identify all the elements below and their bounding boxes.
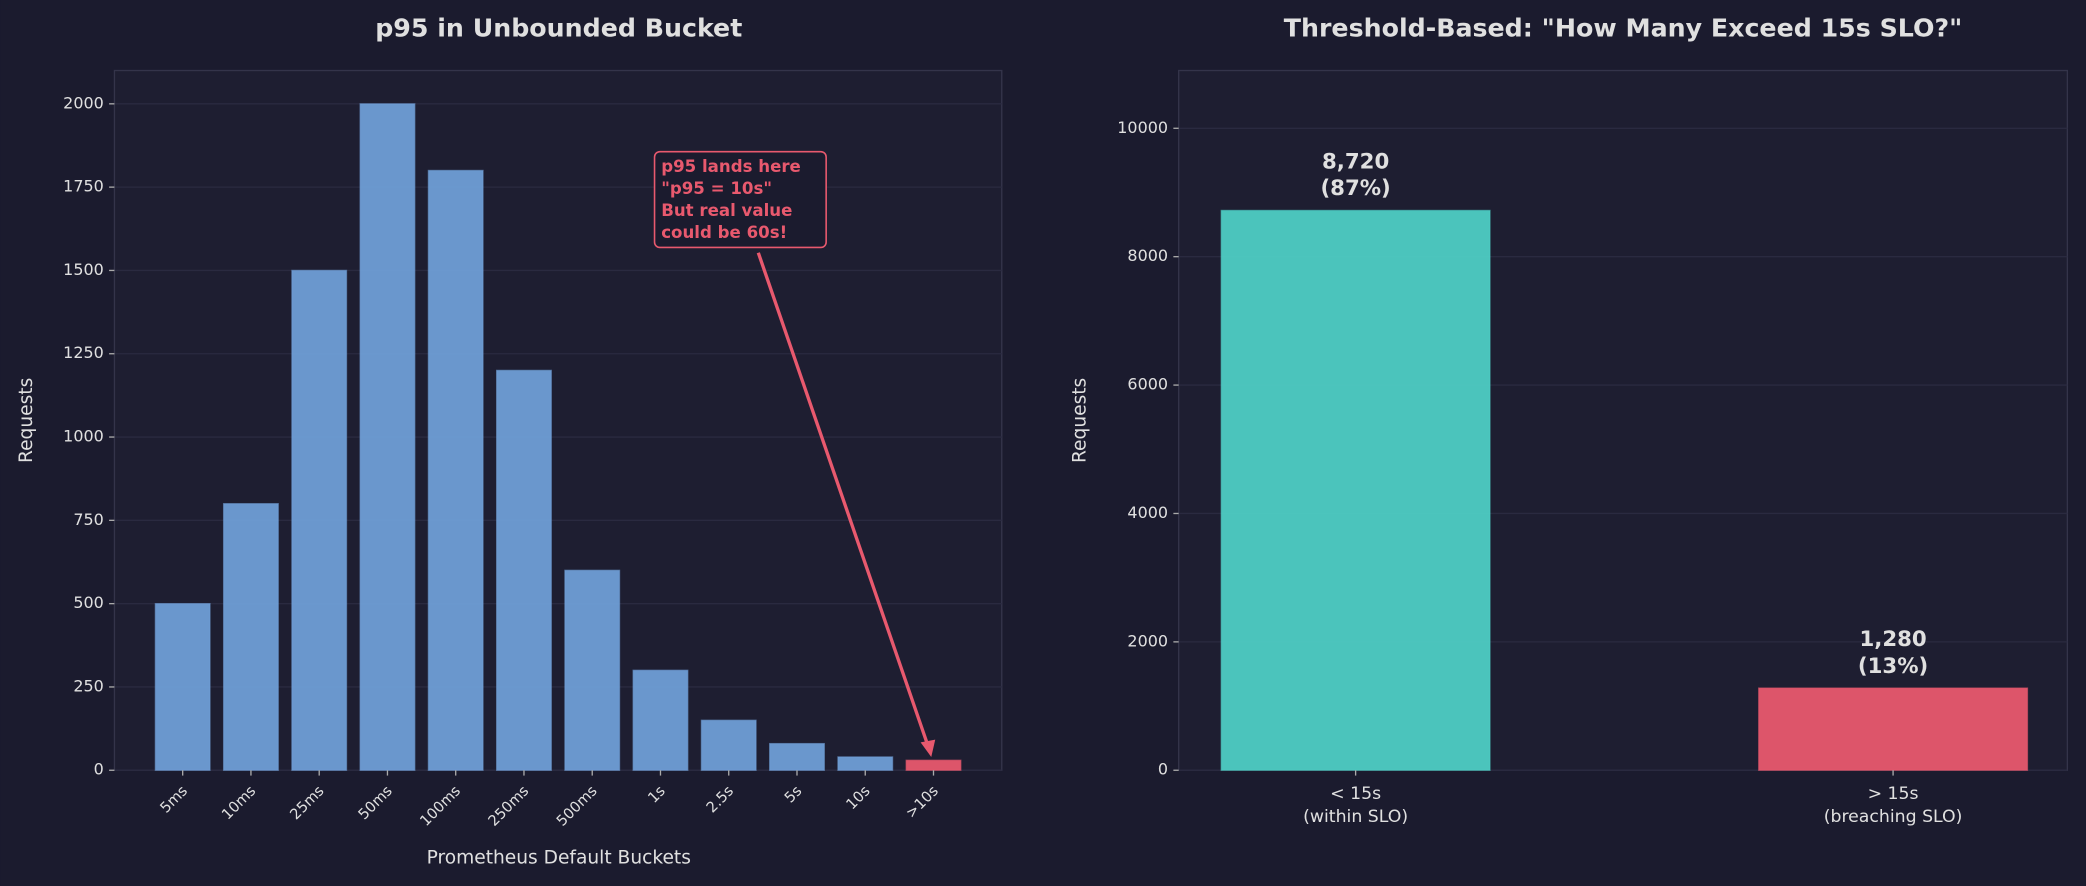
bar (427, 169, 484, 771)
bar (222, 503, 279, 771)
chart-title: Threshold-Based: "How Many Exceed 15s SL… (1284, 13, 1963, 42)
y-tick-label: 750 (73, 510, 103, 529)
bar (291, 269, 348, 771)
bar (495, 369, 552, 771)
value-label: 1,280 (13%) (1858, 627, 1928, 679)
bar (1758, 687, 2029, 771)
bar (359, 103, 416, 771)
y-tick-label: 8000 (1127, 246, 1168, 265)
annotation-text: could be 60s! (661, 223, 787, 242)
y-axis-label: Requests (16, 378, 37, 463)
annotation-text: But real value (661, 201, 792, 220)
y-tick-label: 0 (1158, 760, 1168, 779)
y-tick-label: 2000 (1127, 631, 1168, 650)
y-tick-label: 250 (73, 676, 103, 695)
bar (154, 602, 211, 771)
chart-title: p95 in Unbounded Bucket (375, 13, 742, 42)
y-tick-label: 1500 (63, 260, 104, 279)
y-tick-label: 500 (73, 593, 103, 612)
bar (769, 742, 825, 771)
y-tick-label: 6000 (1127, 375, 1168, 394)
annotation-arrowhead (920, 739, 936, 757)
y-tick-label: 10000 (1117, 118, 1168, 137)
annotation-text: p95 lands here (661, 157, 801, 176)
x-tick-label: > 15s (breaching SLO) (1824, 784, 1963, 827)
y-tick-label: 0 (94, 760, 104, 779)
y-tick-label: 2000 (63, 93, 104, 112)
y-tick-label: 4000 (1127, 503, 1168, 522)
x-tick-label: < 15s (within SLO) (1303, 784, 1408, 827)
y-tick-label: 1000 (63, 427, 104, 446)
bar (700, 719, 757, 771)
y-tick-label: 1750 (63, 177, 104, 196)
bar (837, 756, 894, 771)
bar (632, 669, 689, 771)
value-label: 8,720 (87%) (1320, 150, 1390, 202)
bar (905, 759, 962, 771)
y-axis-label: Requests (1070, 378, 1091, 463)
bar (564, 569, 621, 771)
bar (1220, 209, 1491, 771)
y-tick-label: 1250 (63, 343, 104, 362)
x-axis-label: Prometheus Default Buckets (427, 848, 691, 869)
annotation-text: "p95 = 10s" (661, 179, 772, 198)
annotation-box (653, 150, 827, 249)
annotation-arrow (756, 252, 931, 749)
